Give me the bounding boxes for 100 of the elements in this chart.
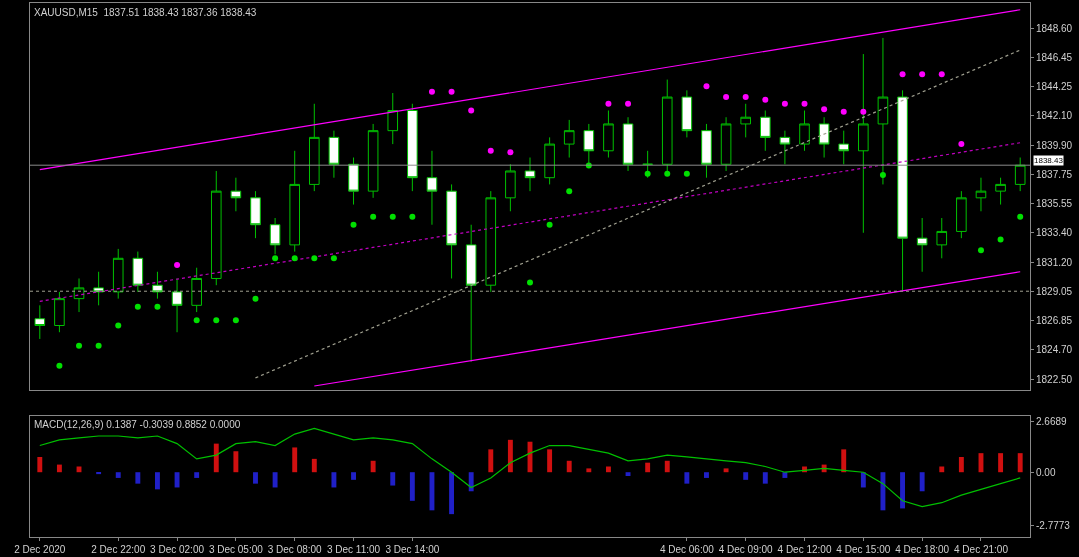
candlestick <box>936 217 948 259</box>
point <box>625 100 632 107</box>
candlestick <box>387 92 399 145</box>
candlestick <box>622 116 634 172</box>
candlestick <box>309 103 320 192</box>
point <box>723 94 730 101</box>
bar <box>488 449 494 473</box>
point <box>56 362 63 369</box>
point <box>330 255 337 262</box>
point <box>919 71 926 78</box>
point <box>664 170 671 177</box>
candlestick <box>838 130 850 165</box>
candlestick <box>465 224 477 363</box>
x-tick-label: 4 Dec 21:00 <box>954 544 1009 555</box>
candlestick <box>171 277 183 333</box>
point <box>821 106 828 113</box>
candlestick <box>289 150 301 253</box>
candlestick <box>505 163 516 212</box>
bar <box>586 468 592 473</box>
point <box>232 317 239 324</box>
candlestick <box>858 53 869 234</box>
candlestick <box>642 150 653 179</box>
point <box>468 107 475 114</box>
bar <box>253 472 258 484</box>
point <box>448 88 455 95</box>
candlestick <box>681 89 693 138</box>
y-tick-label: 1839.90 <box>1036 139 1073 151</box>
point <box>272 255 279 262</box>
point <box>742 94 749 101</box>
candlestick <box>367 123 379 199</box>
bar <box>704 472 709 478</box>
point <box>389 213 396 220</box>
y-tick-label: 1833.40 <box>1036 227 1073 239</box>
bar <box>958 456 964 473</box>
candlestick <box>740 103 751 138</box>
bar <box>723 468 729 473</box>
point <box>311 255 318 262</box>
candlestick <box>446 183 457 279</box>
point <box>958 141 965 148</box>
point <box>154 303 161 310</box>
bar <box>311 458 317 473</box>
point <box>605 100 612 107</box>
bar <box>351 472 356 480</box>
candlestick <box>407 103 418 192</box>
candlestick <box>975 177 987 212</box>
bar <box>272 472 278 488</box>
bar <box>96 472 102 475</box>
candlestick <box>328 130 340 179</box>
x-tick-label: 3 Dec 05:00 <box>208 544 264 555</box>
point <box>840 108 847 115</box>
bar <box>566 460 572 473</box>
candlestick <box>73 277 85 313</box>
point <box>487 147 494 154</box>
bar <box>37 456 43 473</box>
y-tick-label: 1846.45 <box>1036 51 1073 63</box>
candlestick <box>995 177 1006 206</box>
point <box>370 213 377 220</box>
bar <box>292 447 298 473</box>
y-tick-label: 1837.75 <box>1036 168 1073 180</box>
candlestick <box>544 136 555 185</box>
x-tick-label: 2 Dec 2020 <box>14 544 66 555</box>
candlestick <box>93 271 104 306</box>
y-tick-label: 0.00 <box>1036 466 1056 478</box>
point <box>566 188 573 195</box>
y-tick-label: 1844.25 <box>1036 81 1073 93</box>
point <box>174 262 181 269</box>
bar <box>194 472 200 478</box>
bar <box>155 472 160 490</box>
point <box>781 100 788 107</box>
candlestick <box>799 110 810 152</box>
y-tick-label: 1848.60 <box>1036 23 1073 35</box>
point <box>644 170 651 177</box>
point <box>428 88 435 95</box>
candlestick <box>916 217 928 273</box>
bar <box>56 464 62 473</box>
point <box>291 255 298 262</box>
bar <box>174 472 180 488</box>
point <box>801 100 808 107</box>
candlestick <box>779 130 791 165</box>
point <box>76 342 83 349</box>
bar <box>645 462 651 473</box>
bar <box>390 472 396 486</box>
bar <box>841 449 847 473</box>
point <box>703 83 710 90</box>
y-tick-label: 1824.70 <box>1036 344 1073 356</box>
x-tick-label: 4 Dec 09:00 <box>718 544 774 555</box>
point <box>879 172 886 178</box>
point <box>95 342 102 349</box>
candlestick <box>54 291 65 333</box>
candlestick <box>34 304 46 340</box>
candlestick <box>112 248 124 300</box>
bar <box>900 472 905 509</box>
bar <box>743 472 749 480</box>
point <box>546 221 553 228</box>
candlestick <box>563 119 575 159</box>
candlestick <box>818 116 830 159</box>
candlestick <box>250 190 261 239</box>
candlestick <box>603 110 614 159</box>
candlestick <box>269 217 281 255</box>
bar <box>233 451 239 473</box>
